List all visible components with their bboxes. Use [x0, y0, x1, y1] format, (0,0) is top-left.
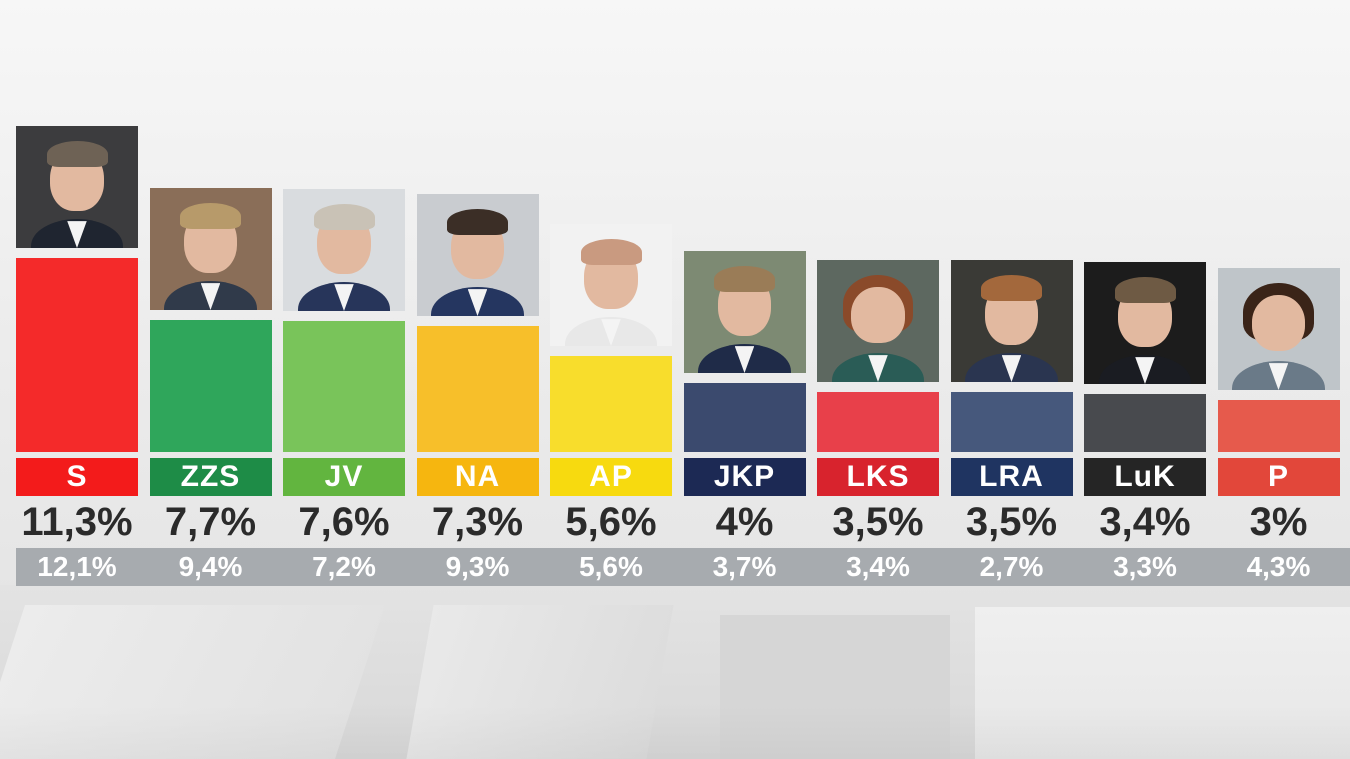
value-label: 7,7%: [164, 500, 257, 544]
woman-portrait-icon: [1217, 268, 1340, 390]
face-shape: [1251, 294, 1306, 351]
party-label: NA: [416, 458, 539, 496]
party-label: LuK: [1084, 458, 1206, 496]
party-label: AP: [550, 458, 672, 496]
man-portrait-icon: [683, 251, 806, 373]
man-portrait-icon: [1084, 262, 1206, 384]
hair-shape: [313, 203, 375, 231]
previous-value-label: 3,3%: [1113, 551, 1177, 582]
value-label: 3,5%: [965, 500, 1058, 544]
hair-shape: [1114, 276, 1176, 304]
party-label: LRA: [950, 458, 1073, 496]
man-portrait-icon: [283, 189, 405, 311]
value-label: 7,3%: [431, 500, 524, 544]
hair-shape: [46, 140, 108, 168]
party-label: LKS: [817, 458, 939, 496]
previous-value-label: 3,4%: [846, 551, 910, 582]
man-portrait-icon: [550, 224, 672, 346]
party-label: JKP: [683, 458, 806, 496]
bar-zzs: [149, 320, 272, 452]
previous-value-label: 9,3%: [445, 551, 510, 582]
value-label: 4%: [715, 500, 774, 544]
value-label: 7,6%: [298, 500, 390, 544]
value-label: 3%: [1249, 500, 1308, 544]
previous-value-label: 5,6%: [579, 551, 643, 582]
face-shape: [851, 286, 905, 343]
bar-na: [416, 326, 539, 452]
party-label: JV: [283, 458, 405, 496]
woman-portrait-icon: [817, 260, 939, 382]
bar-jkp: [683, 383, 806, 452]
value-label: 11,3%: [21, 500, 133, 544]
floor-tile: [720, 615, 950, 759]
previous-value-label: 9,4%: [178, 551, 243, 582]
previous-value-label: 3,7%: [712, 551, 777, 582]
hair-shape: [714, 265, 775, 293]
hair-shape: [981, 274, 1042, 302]
previous-value-label: 4,3%: [1246, 551, 1311, 582]
bar-jv: [283, 321, 405, 452]
hair-shape: [180, 202, 241, 230]
man-portrait-icon: [950, 260, 1073, 382]
value-label: 3,4%: [1099, 500, 1191, 544]
value-label: 3,5%: [832, 500, 924, 544]
bar-lks: [817, 392, 939, 452]
hair-shape: [447, 208, 508, 236]
bar-luk: [1084, 394, 1206, 452]
previous-value-label: 7,2%: [312, 551, 376, 582]
previous-value-label: 12,1%: [37, 551, 117, 582]
floor-shadow: [0, 705, 1350, 759]
studio-floor: [0, 585, 1350, 759]
bar-lra: [950, 392, 1073, 452]
man-portrait-icon: [149, 188, 272, 310]
previous-results-band: [16, 548, 1350, 586]
hair-shape: [580, 238, 642, 266]
party-label: S: [16, 458, 138, 496]
bar-ap: [550, 356, 672, 452]
floor-tile: [975, 607, 1350, 759]
man-portrait-icon: [416, 194, 539, 316]
party-label: P: [1217, 458, 1340, 496]
previous-value-label: 2,7%: [979, 551, 1044, 582]
party-label: ZZS: [149, 458, 272, 496]
bar-s: [16, 258, 138, 452]
bar-p: [1217, 400, 1340, 452]
value-label: 5,6%: [565, 500, 657, 544]
man-portrait-icon: [16, 126, 138, 248]
